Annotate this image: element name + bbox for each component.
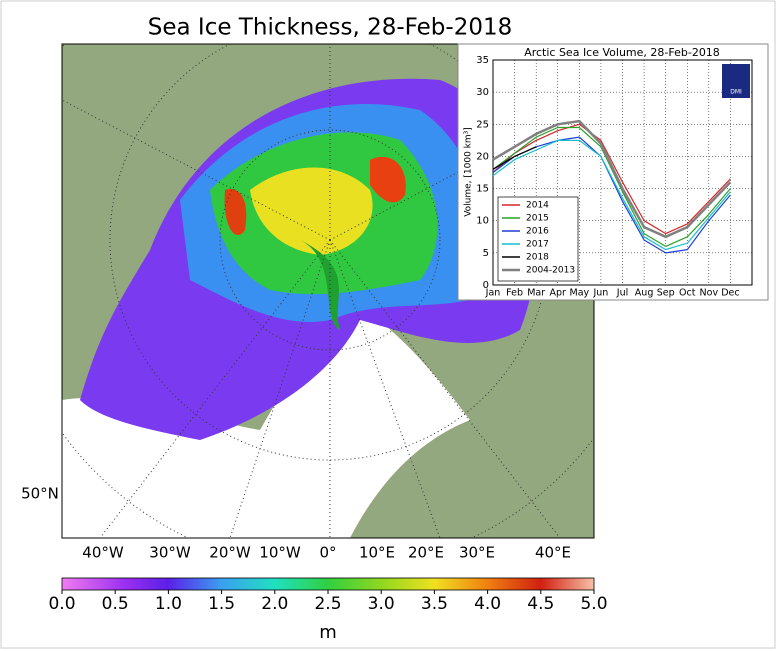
ice-thickest xyxy=(224,189,247,236)
y-tick-label: 15 xyxy=(476,184,489,195)
legend-label: 2014 xyxy=(526,201,549,211)
lon-label: 40°E xyxy=(535,544,571,562)
colorbar-ticks: 0.0 0.5 1.0 1.5 2.0 2.5 3.0 3.5 4.0 4.5 5.0 xyxy=(48,590,608,614)
lon-label: 10°W xyxy=(259,544,301,562)
map xyxy=(62,44,594,538)
lon-label: 40°W xyxy=(82,544,124,562)
lon-label: 30°W xyxy=(149,544,191,562)
y-tick-label: 10 xyxy=(476,216,489,227)
inset: Arctic Sea Ice Volume, 28-Feb-2018 Volum… xyxy=(457,43,769,301)
series-line xyxy=(492,146,537,170)
x-tick-label: May xyxy=(570,288,590,299)
legend-label: 2018 xyxy=(526,253,549,263)
plot: 0 5 10 15 20 25 30 35 Jan Feb Mar Apr May Jun Jul Aug Se… xyxy=(476,55,753,299)
x-tick-label: Apr xyxy=(550,288,567,299)
y-tick-label: 30 xyxy=(476,87,489,98)
colorbar-tick-label: 3.0 xyxy=(368,594,395,614)
x-tick-label: Jun xyxy=(592,288,608,299)
y-tick-label: 20 xyxy=(476,151,489,162)
logo-text: DMI xyxy=(730,89,742,96)
x-tick-label: Dec xyxy=(721,288,739,299)
colorbar-tick-label: 1.5 xyxy=(208,594,235,614)
lon-labels: 40°W 30°W 20°W 10°W 0° 10°E 20°E 30°E 40°E xyxy=(82,544,571,562)
x-tick-label: Jan xyxy=(485,288,501,299)
ice-ridge xyxy=(300,240,340,330)
lon-label: 20°E xyxy=(408,544,444,562)
series-line xyxy=(492,126,731,247)
colorbar-tick-label: 0.0 xyxy=(48,594,75,614)
colorbar-tick-label: 0.5 xyxy=(102,594,129,614)
colorbar-tick-label: 1.0 xyxy=(155,594,182,614)
y-tick-label: 25 xyxy=(476,119,489,130)
colorbar-label: m xyxy=(319,622,337,643)
colorbar xyxy=(61,577,595,591)
legend-box xyxy=(497,196,579,282)
ice-thicker xyxy=(250,167,373,255)
x-tick-label: Jul xyxy=(616,288,628,299)
x-tick-label: Oct xyxy=(679,288,696,299)
logo xyxy=(722,64,750,98)
x-tick-label: Mar xyxy=(527,288,545,299)
colorbar-tick-label: 3.5 xyxy=(421,594,448,614)
lon-label: 10°E xyxy=(359,544,395,562)
series-line xyxy=(492,139,731,251)
lon-label: 30°E xyxy=(459,544,495,562)
colorbar-tick-label: 5.0 xyxy=(580,594,607,614)
colorbar-tick-label: 2.5 xyxy=(314,594,341,614)
x-tick-label: Sep xyxy=(657,288,675,299)
lon-label: 20°W xyxy=(209,544,251,562)
x-tick-label: Feb xyxy=(506,288,523,299)
lat-label: 50°N xyxy=(21,485,59,503)
colorbar-tick-label: 2.0 xyxy=(261,594,288,614)
colorbar-tick-label: 4.5 xyxy=(527,594,554,614)
ice-thickest xyxy=(370,156,406,203)
lon-label: 0° xyxy=(319,544,336,562)
x-tick-label: Aug xyxy=(635,288,654,299)
legend-label: 2015 xyxy=(526,214,549,224)
y-tick-label: 0 xyxy=(483,280,489,291)
title: Sea Ice Thickness, 28-Feb-2018 xyxy=(148,15,512,41)
legend-label: 2004-2013 xyxy=(526,266,575,276)
inset-title: Arctic Sea Ice Volume, 28-Feb-2018 xyxy=(524,46,720,59)
series-line xyxy=(492,123,731,235)
legend-label: 2017 xyxy=(526,240,549,250)
open-ocean xyxy=(62,300,470,538)
y-axis-label: Volume, [1000 km³] xyxy=(464,127,474,217)
y-tick-label: 35 xyxy=(476,55,489,66)
x-tick-label: Nov xyxy=(700,288,719,299)
y-tick-label: 5 xyxy=(483,248,489,259)
colorbar-tick-label: 4.0 xyxy=(474,594,501,614)
legend-label: 2016 xyxy=(526,227,549,237)
series-line xyxy=(492,119,732,239)
